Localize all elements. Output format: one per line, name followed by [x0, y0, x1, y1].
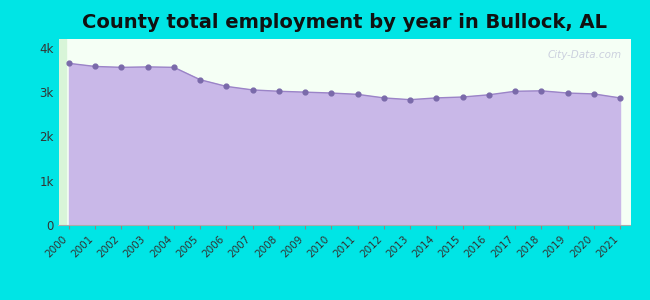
Point: [142, 64, 153, 69]
Point: [90, 64, 101, 69]
Point: [588, 92, 599, 96]
Point: [64, 61, 74, 66]
Point: [248, 88, 258, 92]
Point: [300, 90, 310, 94]
Point: [536, 88, 547, 93]
Title: County total employment by year in Bullock, AL: County total employment by year in Bullo…: [82, 13, 607, 32]
Point: [116, 65, 127, 70]
Point: [195, 77, 205, 82]
Point: [169, 65, 179, 70]
Point: [562, 91, 573, 95]
Point: [274, 89, 284, 94]
Point: [484, 92, 494, 97]
Point: [221, 84, 231, 89]
Point: [405, 97, 415, 102]
Point: [326, 91, 337, 95]
Point: [458, 94, 468, 99]
Point: [510, 89, 520, 94]
Text: City-Data.com: City-Data.com: [548, 50, 622, 60]
Point: [352, 92, 363, 97]
Point: [379, 95, 389, 100]
Bar: [58, 39, 66, 225]
Point: [431, 95, 441, 100]
Point: [615, 95, 625, 100]
